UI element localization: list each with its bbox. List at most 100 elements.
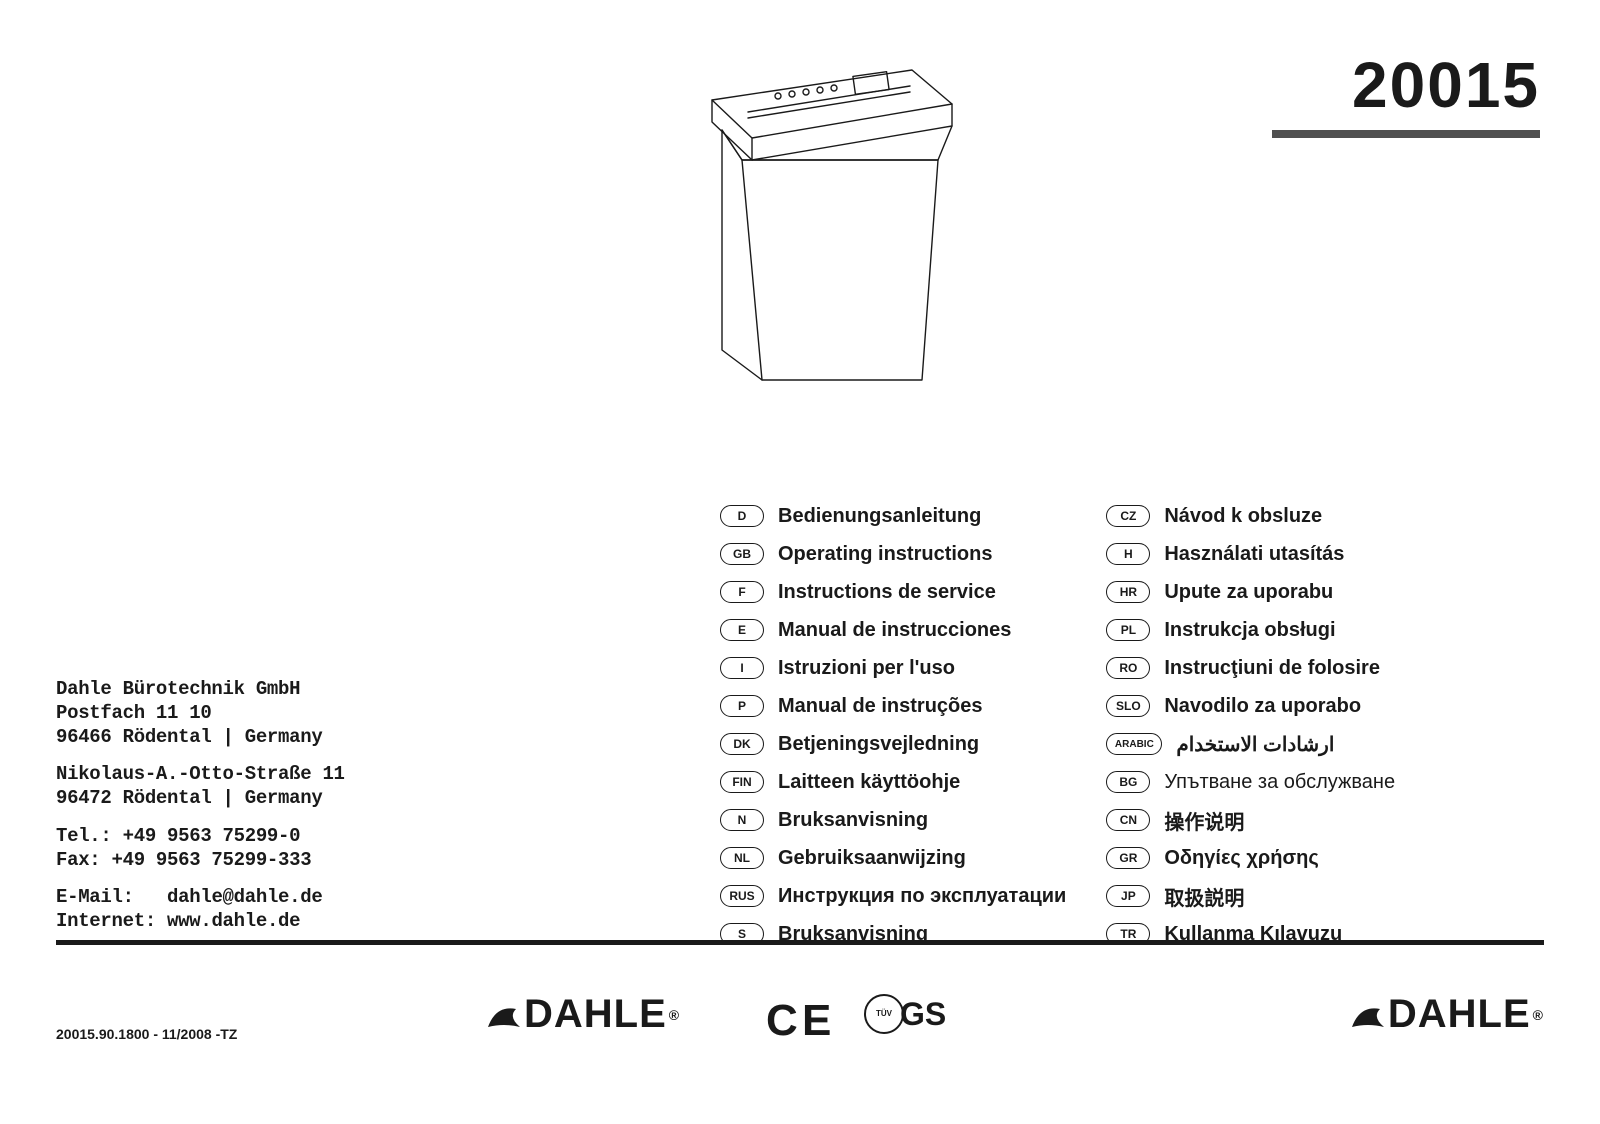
language-code-badge: CN bbox=[1106, 809, 1150, 831]
language-code-badge: PL bbox=[1106, 619, 1150, 641]
language-row: CZ Návod k obsluze bbox=[1106, 500, 1395, 532]
language-label: Manual de instruções bbox=[778, 695, 983, 718]
language-row: P Manual de instruções bbox=[720, 690, 1066, 722]
divider-rule bbox=[56, 940, 1544, 945]
language-code-badge: GB bbox=[720, 543, 764, 565]
gs-text: GS bbox=[900, 996, 946, 1033]
language-row: NL Gebruiksaanwijzing bbox=[720, 842, 1066, 874]
language-label: Betjeningsvejledning bbox=[778, 733, 979, 756]
company-street: Nikolaus-A.-Otto-Straße 11 bbox=[56, 763, 345, 787]
language-code-badge: D bbox=[720, 505, 764, 527]
language-column-2: CZ Návod k obsluze H Használati utasítás HR U… bbox=[1106, 500, 1395, 950]
company-email-row: E-Mail: dahle@dahle.de bbox=[56, 886, 345, 910]
shark-icon bbox=[486, 997, 522, 1033]
language-code-badge: SLO bbox=[1106, 695, 1150, 717]
language-row: I Istruzioni per l'uso bbox=[720, 652, 1066, 684]
language-label: Bruksanvisning bbox=[778, 809, 928, 832]
language-row: PL Instrukcja obsługi bbox=[1106, 614, 1395, 646]
language-label: Инструкция по эксплуатации bbox=[778, 885, 1066, 908]
company-name: Dahle Bürotechnik GmbH bbox=[56, 678, 345, 702]
company-tel: Tel.: +49 9563 75299-0 bbox=[56, 825, 345, 849]
footer: 20015.90.1800 - 11/2008 -TZ DAHLE® C E T… bbox=[56, 980, 1544, 1060]
language-label: Upute za uporabu bbox=[1164, 581, 1333, 604]
product-illustration bbox=[700, 60, 980, 400]
model-number: 20015 bbox=[1352, 48, 1540, 122]
language-label: Laitteen käyttöohje bbox=[778, 771, 960, 794]
language-label: Návod k obsluze bbox=[1164, 505, 1322, 528]
language-code-badge: I bbox=[720, 657, 764, 679]
language-code-badge: P bbox=[720, 695, 764, 717]
language-label: Упътване за обслужване bbox=[1164, 771, 1395, 794]
brand-text: DAHLE bbox=[1388, 992, 1531, 1037]
language-row: N Bruksanvisning bbox=[720, 804, 1066, 836]
company-street-city: 96472 Rödental | Germany bbox=[56, 787, 345, 811]
company-internet: www.dahle.de bbox=[167, 910, 300, 932]
document-code: 20015.90.1800 - 11/2008 -TZ bbox=[56, 1026, 237, 1042]
language-row: D Bedienungsanleitung bbox=[720, 500, 1066, 532]
language-code-badge: CZ bbox=[1106, 505, 1150, 527]
company-internet-label: Internet: bbox=[56, 910, 156, 932]
language-label: Manual de instrucciones bbox=[778, 619, 1011, 642]
language-label: Navodilo za uporabo bbox=[1164, 695, 1361, 718]
language-row: F Instructions de service bbox=[720, 576, 1066, 608]
brand-text: DAHLE bbox=[524, 992, 667, 1037]
company-address: Dahle Bürotechnik GmbH Postfach 11 10 96… bbox=[56, 678, 345, 948]
language-row: FIN Laitteen käyttöohje bbox=[720, 766, 1066, 798]
language-row: RUS Инструкция по эксплуатации bbox=[720, 880, 1066, 912]
ce-mark: C E bbox=[766, 996, 827, 1046]
language-row: GR Οδηγίες χρήσης bbox=[1106, 842, 1395, 874]
company-email-label: E-Mail: bbox=[56, 886, 134, 908]
company-fax: Fax: +49 9563 75299-333 bbox=[56, 849, 345, 873]
language-code-badge: FIN bbox=[720, 771, 764, 793]
registered-mark: ® bbox=[669, 1007, 680, 1023]
company-email: dahle@dahle.de bbox=[167, 886, 322, 908]
language-row: ARABICارشادات الاستخدام bbox=[1106, 728, 1395, 760]
language-code-badge: N bbox=[720, 809, 764, 831]
language-label: Gebruiksaanwijzing bbox=[778, 847, 966, 870]
language-row: CN 操作说明 bbox=[1106, 804, 1395, 836]
language-label: Οδηγίες χρήσης bbox=[1164, 847, 1318, 870]
brand-logo-center: DAHLE® bbox=[486, 992, 680, 1037]
language-label: Instrukcja obsługi bbox=[1164, 619, 1335, 642]
language-row: H Használati utasítás bbox=[1106, 538, 1395, 570]
language-row: SBruksanvisning bbox=[720, 918, 1066, 950]
language-code-badge: F bbox=[720, 581, 764, 603]
registered-mark: ® bbox=[1533, 1007, 1544, 1023]
tuv-circle-icon: TÜV bbox=[864, 994, 904, 1034]
language-code-badge: HR bbox=[1106, 581, 1150, 603]
language-code-badge: H bbox=[1106, 543, 1150, 565]
language-row: BG Упътване за обслужване bbox=[1106, 766, 1395, 798]
language-code-badge: BG bbox=[1106, 771, 1150, 793]
language-code-badge: NL bbox=[720, 847, 764, 869]
language-row: DK Betjeningsvejledning bbox=[720, 728, 1066, 760]
language-row: HR Upute za uporabu bbox=[1106, 576, 1395, 608]
company-postbox: Postfach 11 10 bbox=[56, 702, 345, 726]
shark-icon bbox=[1350, 997, 1386, 1033]
language-label: Istruzioni per l'uso bbox=[778, 657, 955, 680]
tuv-gs-mark: TÜV GS bbox=[864, 994, 946, 1034]
language-column-1: D Bedienungsanleitung GBOperating instruct… bbox=[720, 500, 1066, 950]
language-row: RO Instrucţiuni de folosire bbox=[1106, 652, 1395, 684]
language-row: TRKullanma Kılavuzu bbox=[1106, 918, 1395, 950]
language-list: D Bedienungsanleitung GBOperating instruct… bbox=[720, 500, 1395, 950]
company-postbox-city: 96466 Rödental | Germany bbox=[56, 726, 345, 750]
language-row: SLO Navodilo za uporabo bbox=[1106, 690, 1395, 722]
language-label: 操作说明 bbox=[1164, 806, 1244, 835]
company-internet-row: Internet: www.dahle.de bbox=[56, 910, 345, 934]
model-underline bbox=[1272, 130, 1540, 138]
brand-logo-right: DAHLE® bbox=[1350, 992, 1544, 1037]
language-row: GBOperating instructions bbox=[720, 538, 1066, 570]
language-code-badge: E bbox=[720, 619, 764, 641]
language-label: Instrucţiuni de folosire bbox=[1164, 657, 1380, 680]
language-label: Használati utasítás bbox=[1164, 543, 1344, 566]
language-label: Instructions de service bbox=[778, 581, 996, 604]
language-code-badge: JP bbox=[1106, 885, 1150, 907]
language-code-badge: DK bbox=[720, 733, 764, 755]
language-row: JP取扱説明 bbox=[1106, 880, 1395, 912]
language-code-badge: GR bbox=[1106, 847, 1150, 869]
language-row: E Manual de instrucciones bbox=[720, 614, 1066, 646]
language-code-badge: RO bbox=[1106, 657, 1150, 679]
language-code-badge: RUS bbox=[720, 885, 764, 907]
language-label: Bedienungsanleitung bbox=[778, 505, 981, 528]
language-label: ارشادات الاستخدام bbox=[1176, 732, 1334, 757]
